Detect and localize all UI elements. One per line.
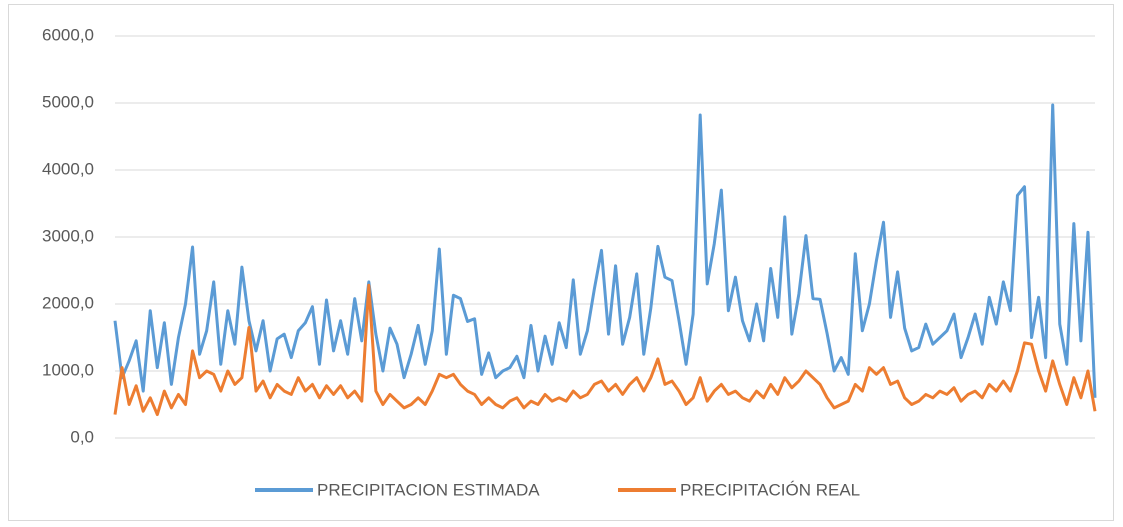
series-line <box>113 103 1097 398</box>
y-tick-label: 5000,0 <box>42 92 94 111</box>
legend-label: PRECIPITACION ESTIMADA <box>317 480 540 499</box>
chart-border <box>8 4 1114 521</box>
y-tick-label: 6000,0 <box>42 25 94 44</box>
y-tick-label: 3000,0 <box>42 226 94 245</box>
series-line <box>113 283 1097 417</box>
y-tick-label: 0,0 <box>70 427 94 446</box>
y-tick-label: 4000,0 <box>42 159 94 178</box>
y-tick-label: 2000,0 <box>42 293 94 312</box>
legend-label: PRECIPITACIÓN REAL <box>680 480 860 499</box>
y-tick-label: 1000,0 <box>42 360 94 379</box>
